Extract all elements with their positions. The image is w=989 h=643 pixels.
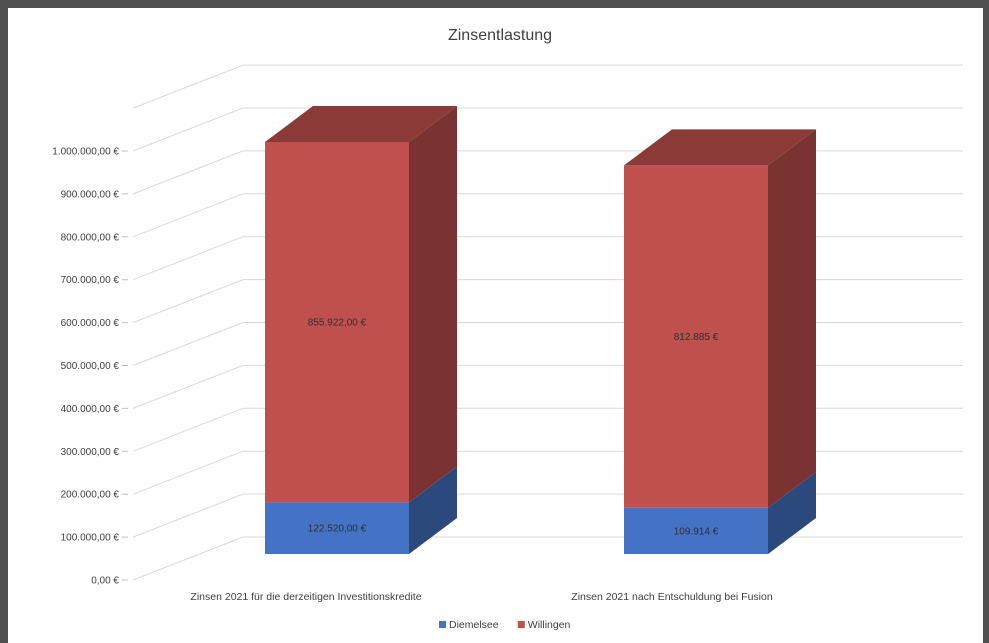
y-tick-label: 900.000,00 € <box>61 189 120 200</box>
y-tick-label: 300.000,00 € <box>61 447 120 458</box>
y-tick-label: 200.000,00 € <box>61 490 120 501</box>
x-category-label: Zinsen 2021 für die derzeitigen Investit… <box>190 591 421 603</box>
y-tick-label: 500.000,00 € <box>61 361 120 372</box>
gridline-diagonal <box>132 236 244 281</box>
legend-swatch-diemelsee <box>439 621 446 628</box>
legend-swatch-willingen <box>517 621 525 628</box>
y-tick-label: 800.000,00 € <box>61 232 120 243</box>
chart-frame: Zinsentlastung 0,00 € 100.000,00 € 200.000… <box>8 8 983 643</box>
y-axis: 0,00 € 100.000,00 € 200.000,00 € 300.000,00… <box>52 147 128 587</box>
gridline-diagonal <box>132 107 244 152</box>
gridline-diagonal <box>132 279 244 324</box>
y-tick-label: 600.000,00 € <box>61 318 120 329</box>
legend: Diemelsee Willingen <box>439 619 571 631</box>
y-tick-label: 1.000.000,00 € <box>52 147 119 158</box>
x-axis: Zinsen 2021 für die derzeitigen Investit… <box>190 591 772 603</box>
bar-segment-willingen: 812.885 € <box>624 129 816 508</box>
gridline-diagonal <box>132 450 244 495</box>
bar-front <box>624 165 768 508</box>
gridline-diagonal <box>132 493 244 538</box>
bar-front <box>624 507 768 554</box>
legend-label-diemelsee: Diemelsee <box>449 619 499 631</box>
gridline-diagonal <box>132 536 244 581</box>
bar-side <box>409 466 457 554</box>
data-label: 855.922,00 € <box>308 318 367 329</box>
stacked-3d-bar-chart: Zinsentlastung 0,00 € 100.000,00 € 200.000… <box>52 27 963 631</box>
bar-segment-diemelsee: 122.520,00 € <box>265 466 457 554</box>
bar-side <box>768 129 816 508</box>
data-label: 122.520,00 € <box>308 524 367 535</box>
gridline-diagonal <box>132 322 244 366</box>
bar-segment-willingen: 855.922,00 € <box>265 106 457 503</box>
bar-segment-diemelsee: 109.914 € <box>624 471 816 554</box>
y-tick-label: 700.000,00 € <box>61 275 120 286</box>
chart-title: Zinsentlastung <box>448 27 552 44</box>
bar-top <box>624 129 816 166</box>
y-tick-label: 0,00 € <box>91 576 119 587</box>
gridline-diagonal <box>132 407 244 452</box>
bar-front <box>265 142 409 503</box>
data-label: 812.885 € <box>674 332 719 343</box>
bars: 122.520,00 € 855.922,00 € 109.914 € 812.885… <box>265 106 816 554</box>
gridline-diagonal <box>132 193 244 238</box>
gridlines <box>132 64 963 581</box>
side-wall <box>126 68 243 580</box>
bar-side <box>409 106 457 503</box>
legend-label-willingen: Willingen <box>528 619 571 631</box>
bar-front <box>265 502 409 554</box>
gridline-diagonal <box>132 364 244 409</box>
bar-side <box>768 471 816 554</box>
gridline-diagonal <box>132 150 244 195</box>
y-tick-label: 400.000,00 € <box>61 404 120 415</box>
bar-top <box>265 106 457 142</box>
y-tick-label: 100.000,00 € <box>61 533 120 544</box>
x-category-label: Zinsen 2021 nach Entschuldung bei Fusion <box>571 591 773 603</box>
gridline-diagonal <box>132 64 244 109</box>
data-label: 109.914 € <box>674 526 719 537</box>
chart-walls <box>126 68 243 580</box>
